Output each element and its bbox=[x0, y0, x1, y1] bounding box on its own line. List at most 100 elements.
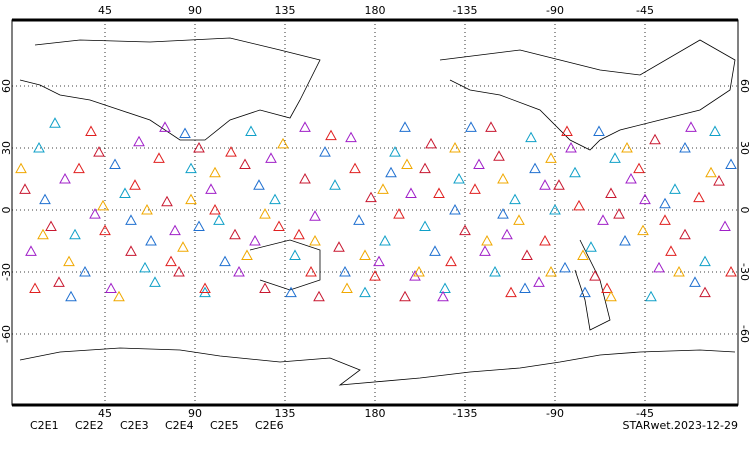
observation-marker bbox=[269, 193, 281, 205]
observation-marker bbox=[359, 249, 371, 260]
y-tick-label-left: 30 bbox=[0, 141, 13, 155]
observation-marker bbox=[699, 286, 711, 298]
y-tick-label-right: 0 bbox=[738, 207, 750, 214]
map-label: STARwet.2023-12-29 bbox=[622, 419, 738, 432]
observation-marker bbox=[561, 125, 573, 136]
observation-marker bbox=[15, 162, 27, 174]
observation-marker bbox=[449, 141, 461, 153]
observation-marker bbox=[373, 255, 385, 267]
observation-marker bbox=[539, 234, 551, 246]
observation-marker bbox=[433, 187, 445, 198]
observation-marker bbox=[37, 228, 49, 240]
observation-marker bbox=[73, 162, 85, 174]
observation-marker bbox=[289, 249, 301, 260]
observation-marker bbox=[521, 249, 533, 260]
observation-marker bbox=[413, 265, 425, 277]
observation-marker bbox=[133, 135, 145, 147]
observation-marker bbox=[545, 152, 557, 163]
observation-marker bbox=[241, 249, 253, 260]
observation-marker bbox=[105, 282, 117, 294]
observation-marker bbox=[685, 121, 697, 132]
observation-marker bbox=[239, 158, 251, 170]
observation-marker bbox=[385, 166, 397, 178]
observation-marker bbox=[725, 158, 737, 170]
observation-marker bbox=[593, 125, 605, 136]
observation-marker bbox=[449, 203, 461, 215]
x-tick-label-top: -45 bbox=[636, 4, 654, 17]
observation-marker bbox=[125, 214, 137, 225]
observation-marker bbox=[299, 172, 311, 184]
observation-marker bbox=[705, 166, 717, 178]
observation-marker bbox=[637, 224, 649, 236]
observation-marker bbox=[259, 282, 271, 294]
observation-marker bbox=[649, 133, 661, 145]
observation-marker bbox=[277, 137, 289, 149]
x-tick-label-top: -90 bbox=[546, 4, 564, 17]
observation-marker bbox=[419, 220, 431, 232]
observation-marker bbox=[689, 276, 701, 287]
legend-entry: C2E4 bbox=[165, 419, 194, 432]
observation-marker bbox=[609, 152, 621, 163]
observation-marker bbox=[199, 282, 211, 294]
observation-marker bbox=[497, 208, 509, 219]
observation-marker bbox=[97, 199, 109, 211]
observation-marker bbox=[545, 265, 557, 277]
legend-entry: C2E3 bbox=[120, 419, 149, 432]
observation-marker bbox=[345, 131, 357, 143]
x-tick-label-top: 180 bbox=[365, 4, 386, 17]
observation-marker bbox=[479, 245, 491, 256]
observation-marker bbox=[59, 172, 71, 184]
observation-marker bbox=[245, 125, 257, 136]
observation-marker bbox=[273, 220, 285, 232]
observation-marker bbox=[501, 228, 513, 240]
observation-marker bbox=[469, 183, 481, 194]
observation-marker bbox=[299, 121, 311, 132]
observation-marker bbox=[533, 276, 545, 287]
observation-marker bbox=[489, 265, 501, 277]
coastline bbox=[439, 39, 736, 151]
observation-marker bbox=[25, 245, 37, 256]
observation-marker bbox=[399, 290, 411, 302]
observation-marker bbox=[519, 282, 531, 294]
observation-marker bbox=[193, 220, 205, 232]
y-tick-label-left: 0 bbox=[0, 207, 13, 214]
coastline bbox=[574, 239, 611, 331]
observation-marker bbox=[725, 265, 737, 277]
observation-marker bbox=[379, 234, 391, 246]
observation-marker bbox=[597, 214, 609, 225]
observation-marker bbox=[225, 146, 237, 157]
y-tick-label-left: 60 bbox=[0, 79, 13, 93]
y-tick-label-right: -60 bbox=[738, 325, 750, 343]
x-tick-label-top: 45 bbox=[98, 4, 112, 17]
x-tick-label-bottom: -90 bbox=[546, 407, 564, 420]
observation-marker bbox=[513, 214, 525, 225]
observation-marker bbox=[639, 193, 651, 205]
observation-marker bbox=[89, 208, 101, 219]
observation-marker bbox=[265, 152, 277, 163]
observation-marker bbox=[233, 265, 245, 277]
observation-marker bbox=[445, 255, 457, 267]
observation-marker bbox=[605, 290, 617, 302]
observation-marker bbox=[173, 265, 185, 277]
observation-marker bbox=[389, 146, 401, 157]
observation-marker bbox=[419, 162, 431, 174]
observation-marker bbox=[589, 270, 601, 281]
observation-marker bbox=[219, 255, 231, 267]
observation-marker bbox=[693, 191, 705, 203]
x-tick-label-top: 90 bbox=[188, 4, 202, 17]
observation-marker bbox=[585, 241, 597, 252]
observation-marker bbox=[365, 191, 377, 203]
observation-marker bbox=[185, 162, 197, 174]
observation-marker bbox=[179, 127, 191, 139]
y-tick-label-right: -30 bbox=[738, 263, 750, 281]
observation-marker bbox=[353, 214, 365, 225]
observation-marker bbox=[579, 286, 591, 298]
observation-marker bbox=[605, 187, 617, 198]
observation-marker bbox=[673, 265, 685, 277]
legend-entry: C2E2 bbox=[75, 419, 104, 432]
observation-marker bbox=[405, 187, 417, 198]
observation-marker bbox=[209, 203, 221, 215]
observation-marker bbox=[69, 228, 81, 240]
observation-marker bbox=[319, 146, 331, 157]
observation-marker bbox=[145, 234, 157, 246]
